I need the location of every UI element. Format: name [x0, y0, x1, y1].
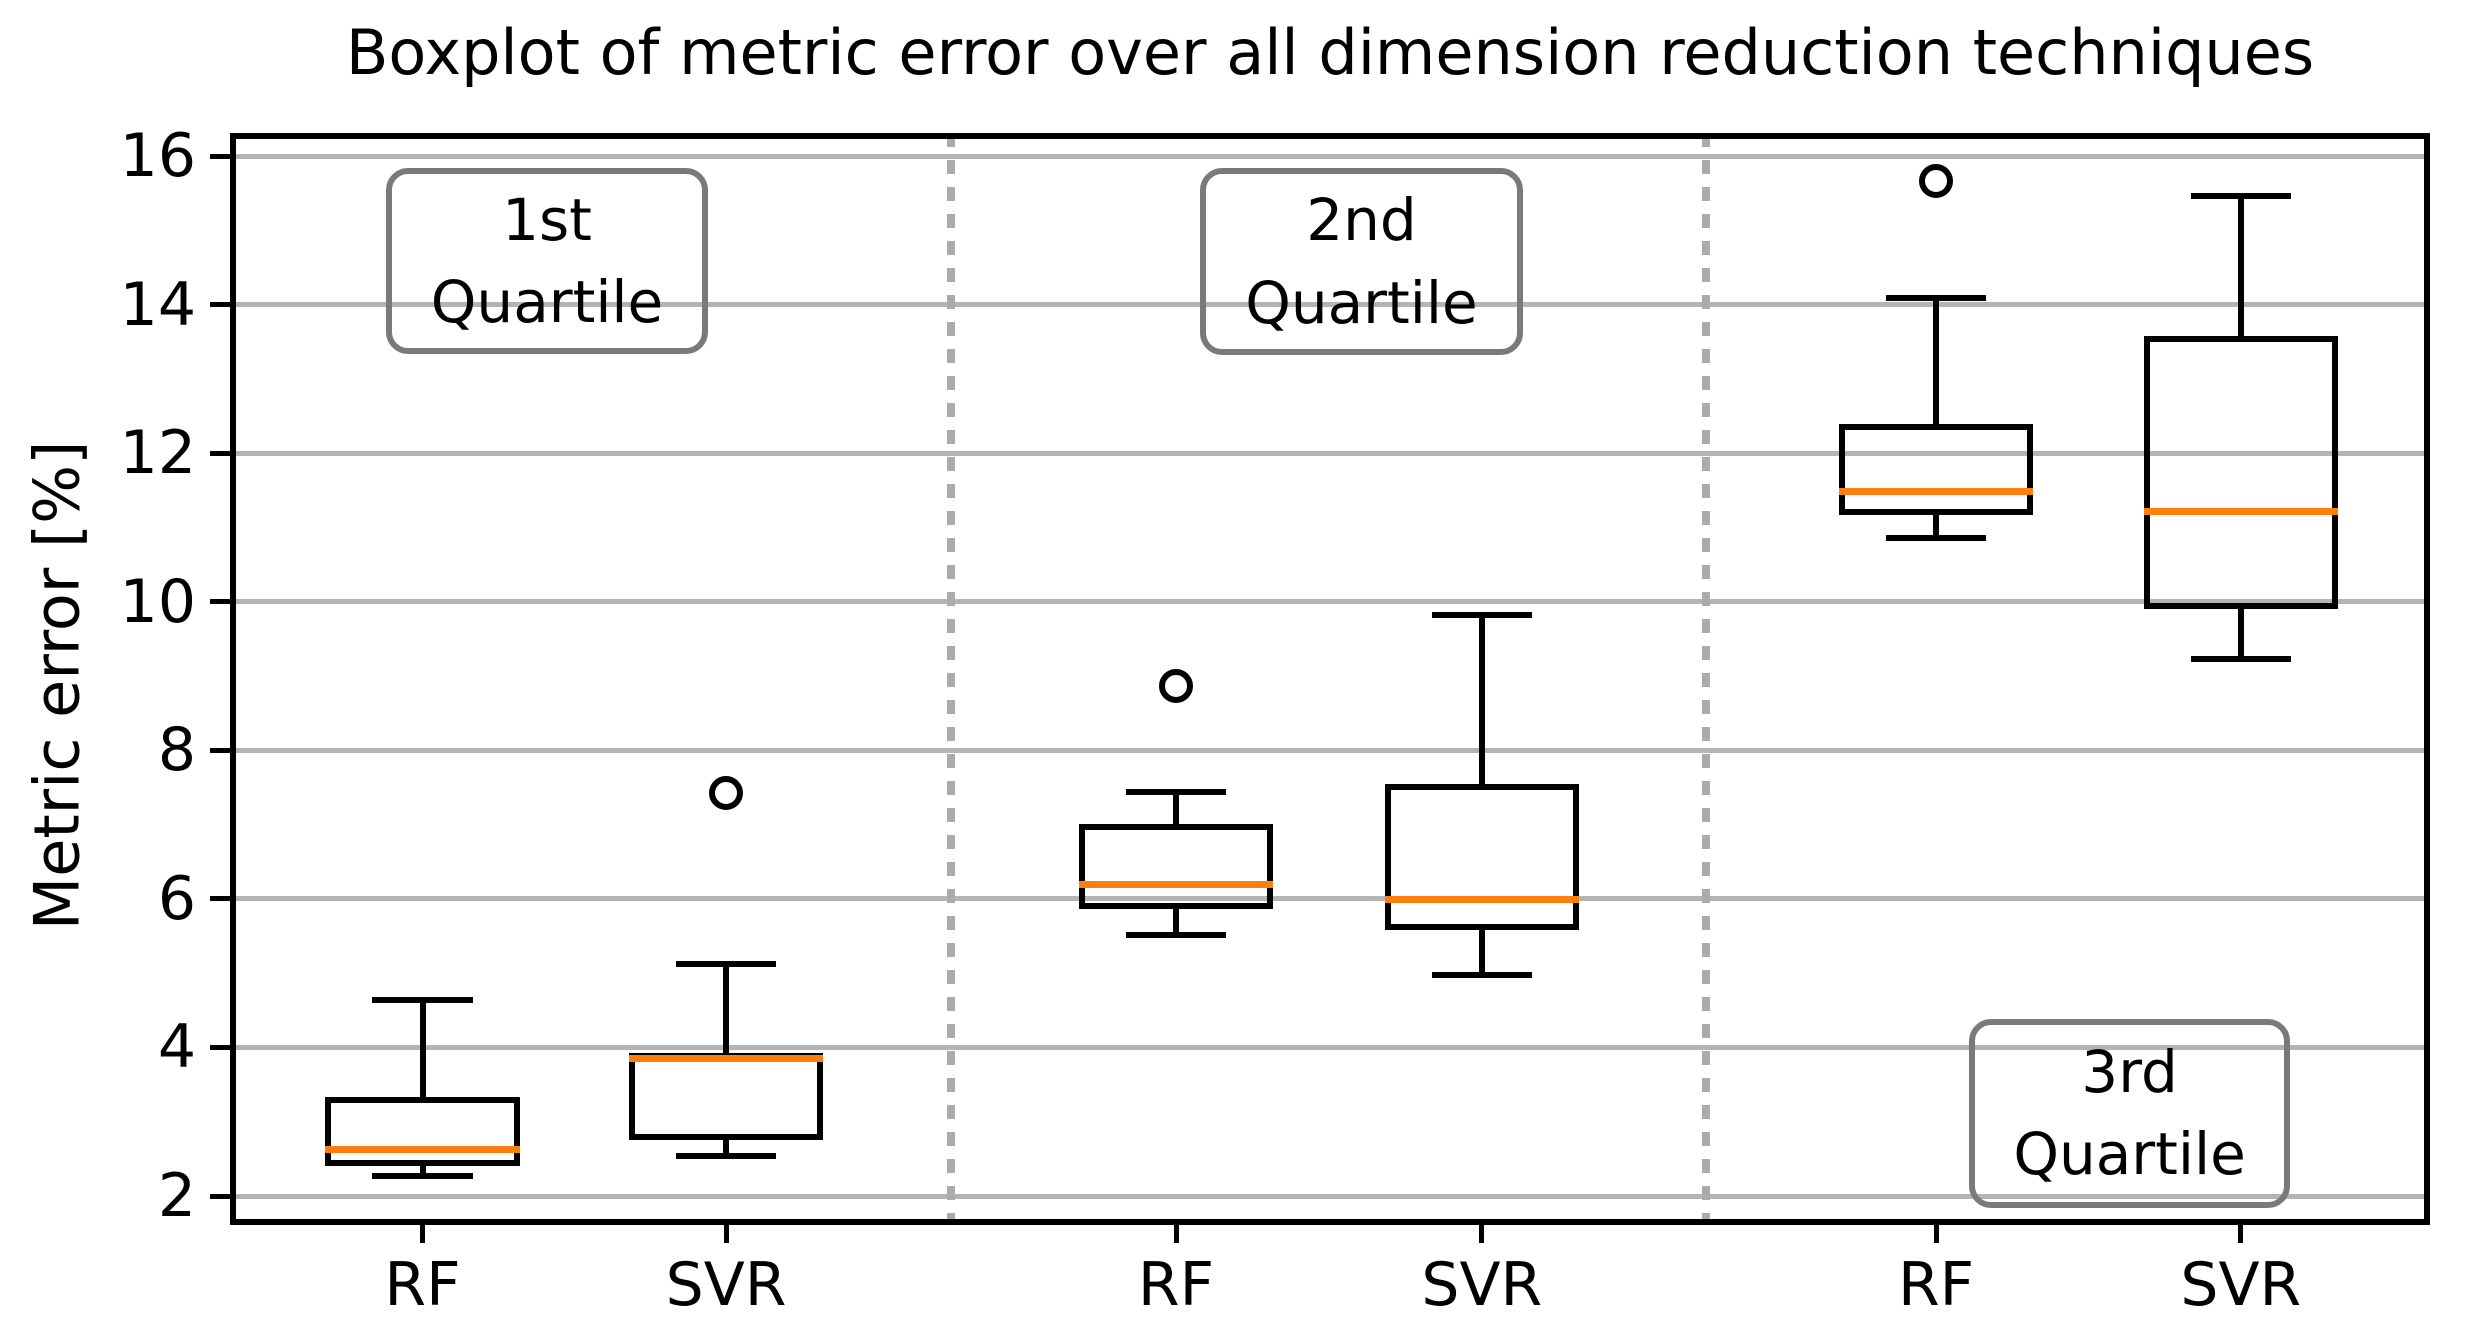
quartile-annotation-line2: Quartile	[430, 268, 664, 337]
y-tick-mark	[210, 896, 230, 902]
boxplot-box	[1384, 783, 1579, 931]
y-tick-label: 14	[119, 269, 196, 340]
median-line	[1078, 881, 1273, 889]
gridline	[230, 302, 2430, 308]
y-tick-mark	[210, 302, 230, 308]
outlier-marker	[1159, 668, 1193, 703]
median-line	[1839, 487, 2034, 495]
group-separator-line	[1701, 133, 1710, 1225]
upper-whisker-cap	[1125, 788, 1227, 795]
y-tick-label: 12	[119, 418, 196, 489]
y-tick-label: 6	[157, 863, 196, 934]
lower-whisker-cap	[372, 1172, 473, 1179]
chart-title: Boxplot of metric error over all dimensi…	[345, 16, 2315, 89]
upper-whisker	[1933, 297, 1940, 425]
quartile-annotation-line1: 3rd	[2081, 1038, 2178, 1107]
boxplot-box	[325, 1097, 520, 1166]
y-tick-label: 2	[157, 1161, 196, 1232]
y-tick-mark	[210, 1193, 230, 1199]
upper-whisker-cap	[372, 996, 473, 1003]
upper-whisker	[723, 963, 730, 1053]
quartile-annotation-line1: 1st	[502, 185, 592, 254]
x-tick-label: RF	[1137, 1250, 1215, 1320]
upper-whisker	[1173, 791, 1179, 824]
gridline	[230, 153, 2430, 159]
lower-whisker	[2237, 609, 2244, 659]
upper-whisker	[1478, 615, 1485, 784]
lower-whisker-cap	[1125, 932, 1227, 939]
gridline	[230, 450, 2430, 456]
x-tick-label: SVR	[665, 1250, 787, 1320]
gridline	[230, 896, 2430, 902]
y-tick-label: 4	[157, 1012, 196, 1083]
upper-whisker-cap	[1886, 294, 1987, 301]
x-tick-mark	[2238, 1225, 2244, 1243]
upper-whisker	[2237, 196, 2244, 336]
y-tick-label: 8	[157, 715, 196, 786]
lower-whisker	[419, 1165, 426, 1176]
quartile-annotation-line2: Quartile	[1245, 268, 1478, 337]
gridline	[230, 599, 2430, 605]
upper-whisker	[419, 999, 426, 1098]
lower-whisker-cap	[1886, 534, 1987, 541]
lower-whisker	[723, 1140, 730, 1156]
median-line	[325, 1145, 520, 1153]
x-tick-mark	[420, 1225, 425, 1243]
lower-whisker	[1933, 514, 1940, 538]
lower-whisker-cap	[2190, 655, 2291, 662]
y-tick-label: 10	[119, 566, 196, 637]
y-tick-mark	[210, 450, 230, 456]
lower-whisker	[1173, 908, 1179, 936]
quartile-annotation-line2: Quartile	[2013, 1120, 2246, 1189]
group-separator-line	[946, 133, 955, 1225]
quartile-annotation: 3rd Quartile	[1969, 1018, 2291, 1208]
axes-spines	[230, 133, 2430, 1225]
upper-whisker-cap	[676, 960, 777, 967]
upper-whisker-cap	[1431, 612, 1532, 619]
lower-whisker	[1478, 930, 1485, 976]
quartile-annotation: 2nd Quartile	[1199, 168, 1523, 355]
y-tick-mark	[210, 599, 230, 605]
gridline	[230, 1193, 2430, 1199]
outlier-marker	[1919, 164, 1954, 199]
x-tick-label: SVR	[1421, 1250, 1543, 1320]
lower-whisker-cap	[1431, 972, 1532, 979]
quartile-annotation: 1st Quartile	[385, 168, 709, 354]
x-tick-label: RF	[384, 1250, 461, 1320]
y-tick-mark	[210, 747, 230, 753]
median-line	[2143, 507, 2338, 515]
x-tick-mark	[1933, 1225, 1939, 1243]
y-tick-mark	[210, 1044, 230, 1050]
gridline	[230, 747, 2430, 753]
x-tick-label: SVR	[2180, 1250, 2302, 1320]
median-line	[629, 1055, 824, 1063]
x-tick-mark	[1479, 1225, 1485, 1243]
y-tick-label: 16	[119, 121, 196, 192]
quartile-annotation-line1: 2nd	[1306, 186, 1417, 255]
x-tick-mark	[723, 1225, 729, 1243]
median-line	[1384, 896, 1579, 904]
plot-area: 1st Quartile 2nd Quartile 3rd Quartile	[230, 133, 2430, 1225]
boxplot-box	[1078, 823, 1273, 909]
x-tick-label: RF	[1897, 1250, 1975, 1320]
x-tick-mark	[1173, 1225, 1179, 1243]
outlier-marker	[709, 776, 744, 811]
upper-whisker-cap	[2190, 193, 2291, 200]
y-tick-mark	[210, 153, 230, 159]
boxplot-box	[2143, 335, 2338, 610]
boxplot-box	[1839, 424, 2034, 515]
lower-whisker-cap	[676, 1152, 777, 1159]
gridline	[230, 1044, 2430, 1050]
